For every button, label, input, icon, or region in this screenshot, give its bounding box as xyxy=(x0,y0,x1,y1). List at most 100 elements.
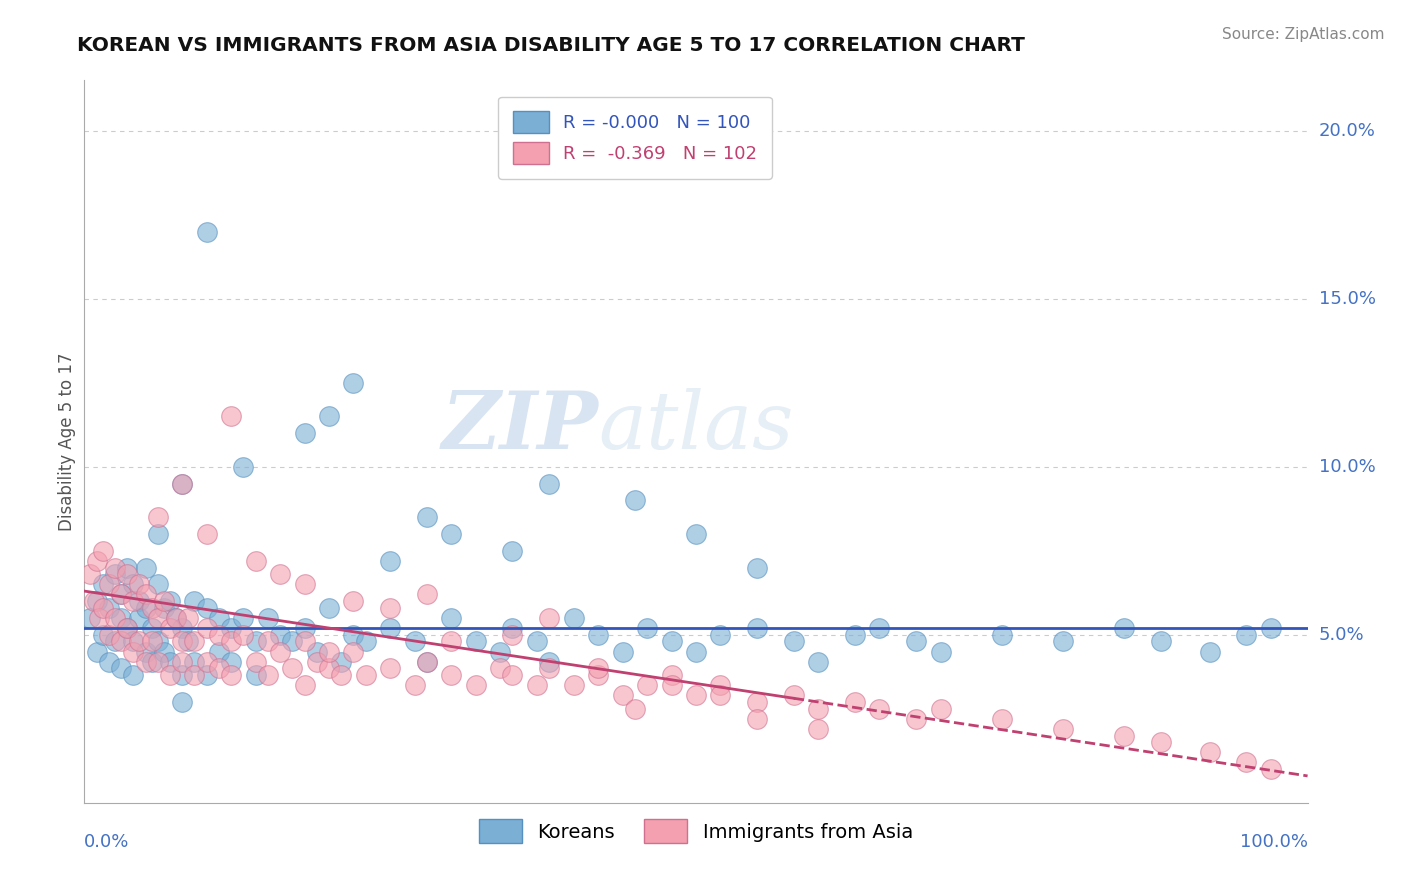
Point xyxy=(538,655,561,669)
Legend: Koreans, Immigrants from Asia: Koreans, Immigrants from Asia xyxy=(471,812,921,851)
Point xyxy=(380,600,402,615)
Point xyxy=(83,594,105,608)
Point xyxy=(1114,621,1136,635)
Point xyxy=(269,567,291,582)
Point xyxy=(146,634,169,648)
Point xyxy=(538,476,561,491)
Point xyxy=(562,678,585,692)
Point xyxy=(245,668,267,682)
Point xyxy=(294,577,316,591)
Point xyxy=(159,655,181,669)
Point xyxy=(97,577,120,591)
Point xyxy=(929,644,952,658)
Point xyxy=(165,611,187,625)
Point xyxy=(1260,762,1282,776)
Point xyxy=(183,634,205,648)
Point xyxy=(342,594,364,608)
Point xyxy=(342,628,364,642)
Point xyxy=(636,678,658,692)
Point xyxy=(86,554,108,568)
Point xyxy=(110,611,132,625)
Point xyxy=(1150,634,1173,648)
Point xyxy=(195,655,218,669)
Point xyxy=(86,594,108,608)
Text: Source: ZipAtlas.com: Source: ZipAtlas.com xyxy=(1222,27,1385,42)
Point xyxy=(416,587,439,601)
Point xyxy=(122,634,145,648)
Point xyxy=(135,560,157,574)
Point xyxy=(416,510,439,524)
Point xyxy=(502,543,524,558)
Point xyxy=(86,644,108,658)
Point xyxy=(905,634,928,648)
Point xyxy=(141,600,163,615)
Point xyxy=(257,611,280,625)
Point xyxy=(404,678,426,692)
Text: 100.0%: 100.0% xyxy=(1240,833,1308,851)
Point xyxy=(104,560,127,574)
Point xyxy=(219,655,242,669)
Point xyxy=(709,628,731,642)
Point xyxy=(159,594,181,608)
Point xyxy=(104,567,127,582)
Point xyxy=(141,634,163,648)
Point xyxy=(97,628,120,642)
Point xyxy=(464,634,486,648)
Point xyxy=(783,634,806,648)
Point xyxy=(172,655,194,669)
Point xyxy=(128,611,150,625)
Point xyxy=(294,678,316,692)
Point xyxy=(526,678,548,692)
Point xyxy=(146,527,169,541)
Y-axis label: Disability Age 5 to 17: Disability Age 5 to 17 xyxy=(58,352,76,531)
Point xyxy=(709,688,731,702)
Point xyxy=(172,476,194,491)
Point xyxy=(1260,621,1282,635)
Text: KOREAN VS IMMIGRANTS FROM ASIA DISABILITY AGE 5 TO 17 CORRELATION CHART: KOREAN VS IMMIGRANTS FROM ASIA DISABILIT… xyxy=(77,36,1025,54)
Point xyxy=(354,668,377,682)
Point xyxy=(110,634,132,648)
Point xyxy=(661,678,683,692)
Point xyxy=(807,702,830,716)
Point xyxy=(146,510,169,524)
Point xyxy=(122,594,145,608)
Point xyxy=(245,655,267,669)
Point xyxy=(294,621,316,635)
Point xyxy=(104,634,127,648)
Point xyxy=(636,621,658,635)
Point xyxy=(219,668,242,682)
Point xyxy=(91,600,114,615)
Point xyxy=(208,644,231,658)
Point xyxy=(416,655,439,669)
Point xyxy=(354,634,377,648)
Point xyxy=(305,655,328,669)
Point xyxy=(747,560,769,574)
Point xyxy=(159,668,181,682)
Point xyxy=(172,695,194,709)
Point xyxy=(404,634,426,648)
Point xyxy=(342,644,364,658)
Text: ZIP: ZIP xyxy=(441,388,598,466)
Point xyxy=(294,426,316,441)
Point xyxy=(165,611,187,625)
Point xyxy=(330,655,353,669)
Point xyxy=(183,594,205,608)
Point xyxy=(122,577,145,591)
Point xyxy=(330,668,353,682)
Point xyxy=(195,225,218,239)
Point xyxy=(342,376,364,390)
Point xyxy=(612,644,634,658)
Point xyxy=(624,493,647,508)
Point xyxy=(91,628,114,642)
Point xyxy=(195,600,218,615)
Point xyxy=(135,600,157,615)
Point xyxy=(79,611,101,625)
Point xyxy=(245,554,267,568)
Point xyxy=(153,644,176,658)
Text: 0.0%: 0.0% xyxy=(84,833,129,851)
Point xyxy=(1198,745,1220,759)
Point xyxy=(91,577,114,591)
Point xyxy=(183,668,205,682)
Point xyxy=(159,621,181,635)
Point xyxy=(172,476,194,491)
